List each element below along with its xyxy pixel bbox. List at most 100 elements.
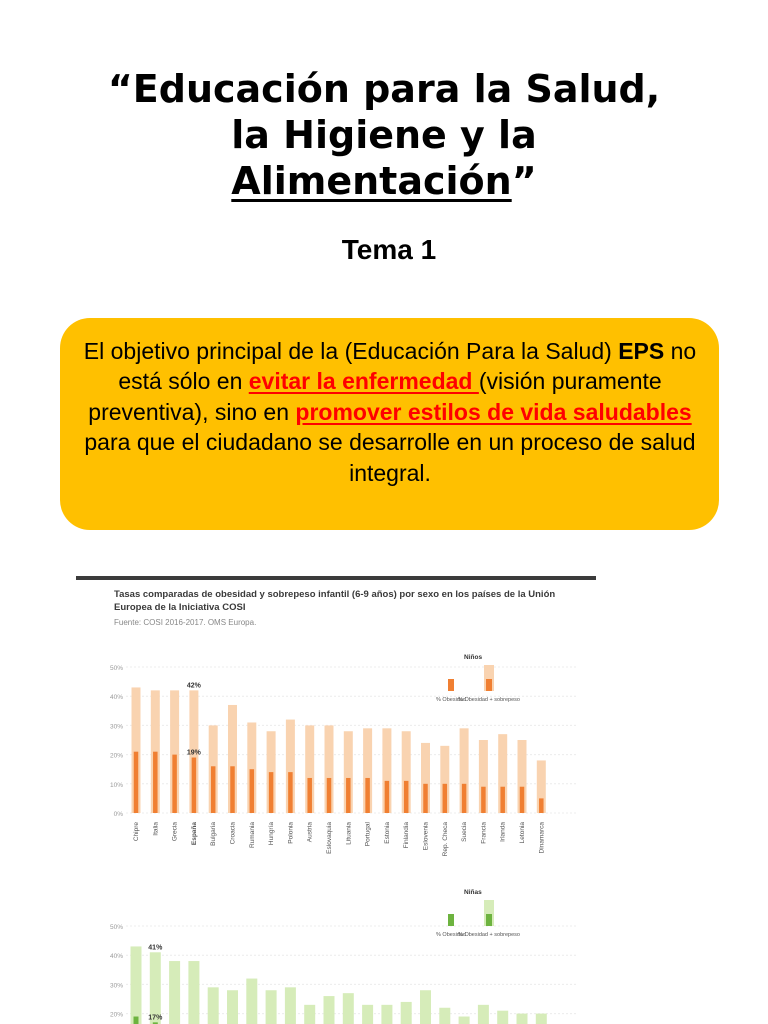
y-tick-label: 40% — [110, 694, 123, 701]
x-tick-label: Finlandia — [403, 822, 410, 849]
highlight-healthy-lifestyles: promover estilos de vida saludables — [295, 398, 692, 425]
bar-obesity — [153, 751, 158, 813]
chart-title: Tasas comparadas de obesidad y sobrepeso… — [114, 589, 556, 613]
x-tick-label: Eslovaquia — [326, 822, 333, 854]
chart-top-rule — [76, 576, 596, 580]
x-tick-label: Francia — [480, 822, 487, 844]
bar-obesity — [461, 783, 467, 813]
x-tick-label: España — [191, 822, 198, 846]
bar-overweight — [421, 742, 430, 813]
bar-obesity — [210, 766, 216, 813]
bar-charts: 0% 10% 20% 30% 40% 50% Chipre Italia Grecia Españ… — [110, 654, 576, 1024]
bar-overweight — [207, 987, 219, 1024]
x-tick-label: Rumania — [249, 822, 256, 848]
bar-overweight — [170, 690, 180, 813]
bar-overweight — [343, 731, 353, 813]
y-tick-label: 20% — [110, 1012, 123, 1019]
bar-overweight — [304, 1004, 316, 1024]
slide-title: “Educación para la Salud, la Higiene y l… — [0, 66, 768, 204]
bar-overweight — [284, 987, 296, 1024]
bar-overweight — [516, 1013, 528, 1024]
bar-obesity — [172, 754, 177, 813]
bar-overweight — [420, 990, 431, 1024]
legend-swatch-overweight — [484, 665, 494, 691]
bar-obesity — [403, 780, 409, 813]
objective-callout — [60, 318, 719, 530]
bar-overweight — [440, 745, 450, 813]
y-tick-label: 30% — [110, 982, 123, 989]
x-tick-label: Rep. Checa — [442, 822, 449, 857]
objective-text: El objetivo principal de la (Educación P… — [70, 336, 710, 488]
bar-overweight — [285, 719, 295, 813]
y-tick-label: 20% — [110, 753, 123, 760]
x-tick-label: Estonia — [384, 822, 391, 844]
x-tick-label: Austria — [307, 822, 314, 843]
bar-overweight — [342, 993, 354, 1024]
bar-overweight — [324, 725, 334, 813]
bar-obesity — [307, 777, 312, 813]
x-tick-label: Eslovenia — [423, 822, 430, 851]
bar-overweight — [323, 996, 335, 1024]
legend-swatch-overweight — [484, 900, 494, 926]
x-tick-label: Lituania — [345, 822, 352, 845]
legend-label-overweight: % Obesidad + sobrepeso — [458, 697, 520, 703]
bar-obesity — [133, 1016, 139, 1024]
data-label: 19% — [187, 750, 202, 757]
legend-label-obesity: % Obesidad — [436, 697, 466, 703]
title-closing-quote: ” — [511, 159, 537, 203]
bar-overweight — [498, 734, 508, 813]
data-label: 17% — [148, 1014, 163, 1021]
legend-swatch-overweight-inner — [486, 914, 492, 926]
y-tick-label: 40% — [110, 953, 123, 960]
bar-overweight — [381, 1004, 393, 1024]
bar-overweight — [477, 1004, 489, 1024]
bar-overweight — [382, 728, 392, 813]
bar-overweight — [169, 961, 181, 1024]
objective-text-part: El objetivo principal de la (Educación P… — [83, 338, 619, 364]
bar-overweight — [362, 1004, 374, 1024]
bar-overweight — [265, 990, 277, 1024]
y-tick-label: 30% — [110, 723, 123, 730]
data-label: 42% — [187, 682, 202, 689]
y-tick-label: 0% — [114, 811, 124, 818]
y-tick-label: 50% — [110, 665, 123, 672]
bar-obesity — [249, 769, 255, 813]
bar-obesity — [423, 783, 428, 813]
legend-label-obesity: % Obesidad — [436, 932, 466, 938]
data-label: 41% — [148, 944, 163, 951]
bar-overweight — [227, 990, 238, 1024]
objective-text-part: (visión puramente preventiva), sino en — [88, 368, 662, 425]
bar-overweight — [536, 760, 546, 813]
bar-overweight — [131, 687, 141, 813]
legend-swatch-obesity — [448, 679, 454, 691]
bar-obesity — [346, 777, 351, 813]
objective-text-part: no está sólo en — [118, 338, 697, 395]
bar-overweight — [458, 1016, 470, 1024]
bar-obesity — [191, 757, 197, 813]
title-line-3: Alimentación” — [0, 158, 768, 204]
x-tick-label: Bulgaria — [210, 822, 217, 846]
bar-obesity — [519, 786, 525, 813]
x-tick-label: Italia — [152, 822, 159, 836]
y-tick-label: 50% — [110, 924, 123, 931]
chart-source: Fuente: COSI 2016-2017. OMS Europa. — [114, 618, 257, 627]
legend-swatch-overweight-inner — [486, 679, 492, 691]
title-underlined-word: Alimentación — [231, 159, 512, 203]
x-tick-label: Polonia — [287, 822, 294, 844]
x-tick-label: Hungría — [268, 822, 275, 846]
bar-overweight — [363, 728, 373, 813]
legend-title: Niñas — [464, 889, 482, 896]
bar-overweight — [247, 722, 257, 813]
x-tick-label: Letonia — [519, 822, 526, 844]
bar-obesity — [288, 772, 293, 813]
bar-overweight — [535, 1013, 547, 1024]
bar-overweight — [400, 1001, 412, 1024]
x-tick-label: Croacia — [230, 822, 237, 845]
y-tick-label: 10% — [110, 782, 123, 789]
x-tick-label: Dinamarca — [538, 822, 545, 854]
bar-overweight — [246, 978, 258, 1024]
bar-overweight — [459, 728, 469, 813]
bar-overweight — [517, 740, 527, 813]
bar-obesity — [481, 786, 486, 813]
bar-overweight — [149, 952, 161, 1024]
